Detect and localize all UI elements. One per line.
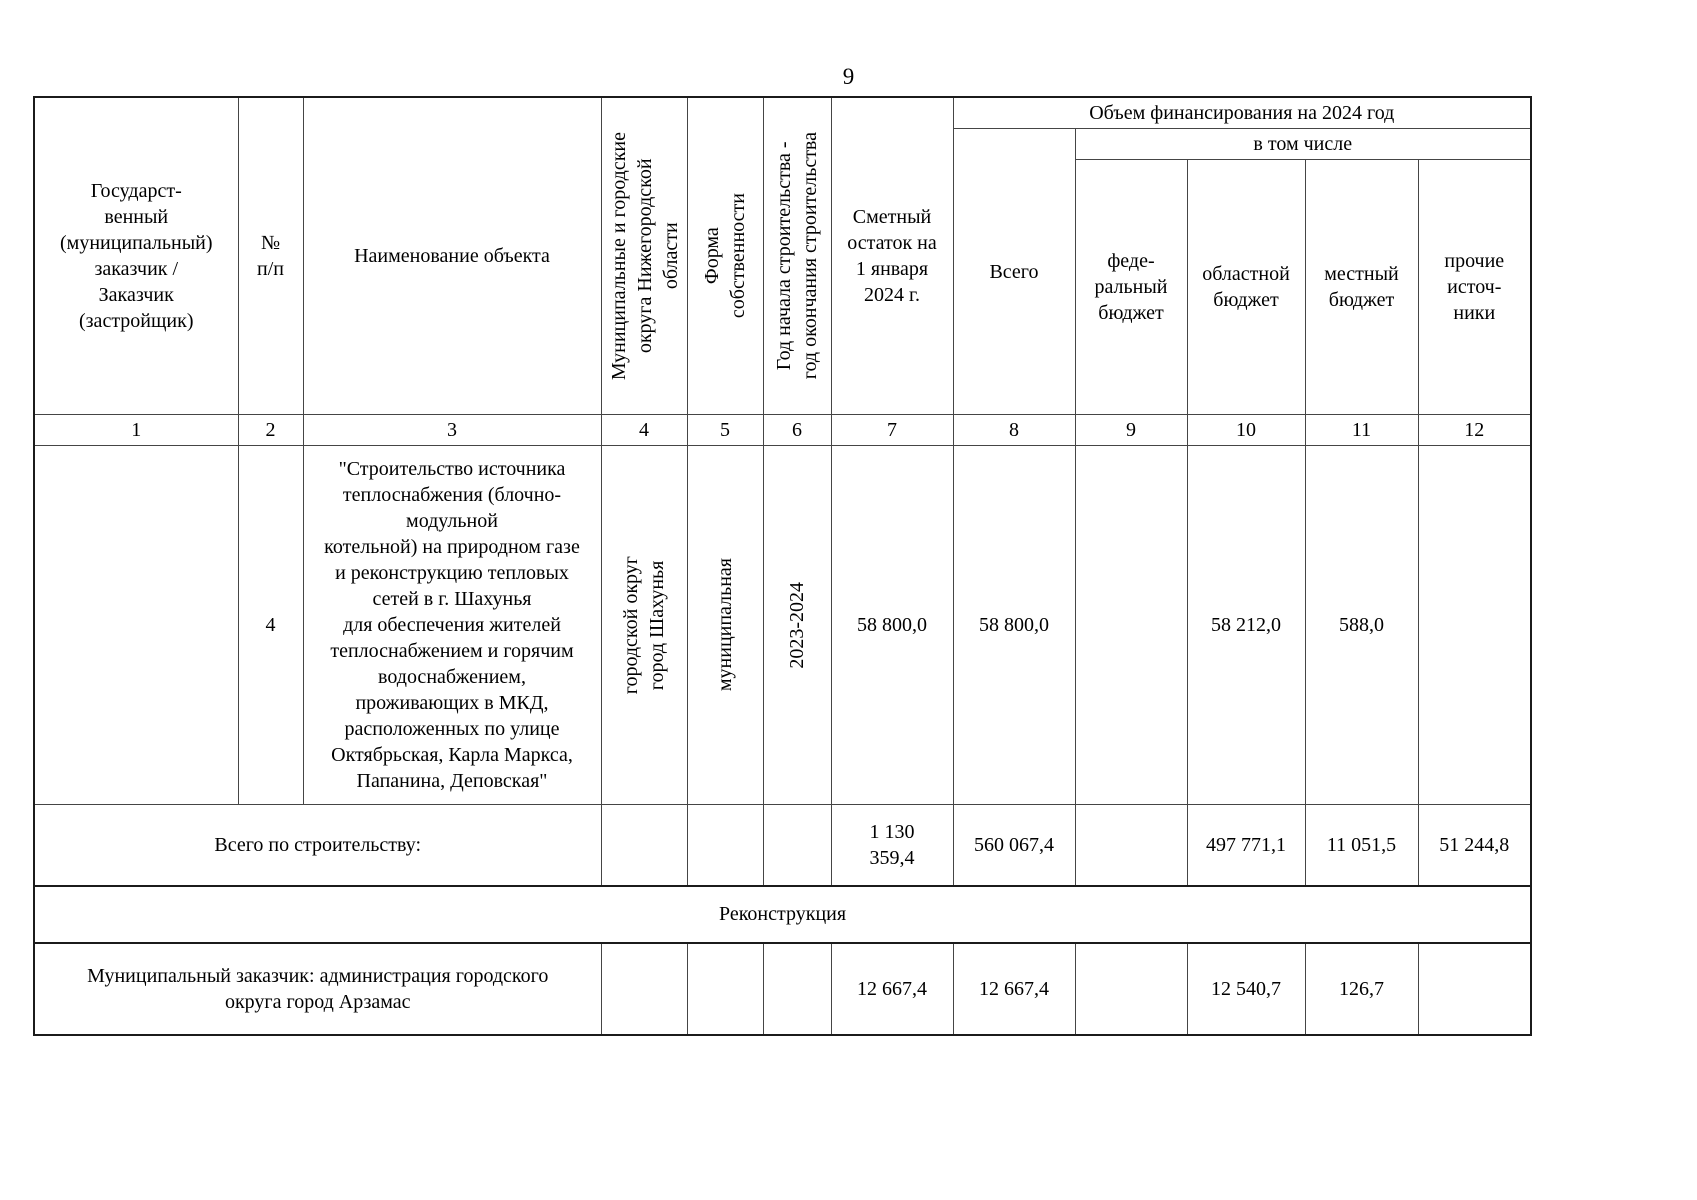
municipal-customer-district-cell <box>600 942 688 1035</box>
construction-total-ownership-cell <box>686 804 764 886</box>
construction-total-other-cell: 51 244,8 <box>1417 804 1532 886</box>
header-cell-years: Год начала строительства - год окончания… <box>762 96 832 415</box>
column-number-12: 12 <box>1417 414 1532 446</box>
column-number-1: 1 <box>33 414 239 446</box>
object-ownership-cell: муниципальная <box>686 445 764 805</box>
object-estimate-balance-cell: 58 800,0 <box>830 445 954 805</box>
municipal-customer-years-cell <box>762 942 832 1035</box>
column-number-4: 4 <box>600 414 688 446</box>
ownership-vertical-label: Форма собственности <box>701 193 749 319</box>
column-number-9: 9 <box>1074 414 1188 446</box>
construction-total-estimate-balance-value: 1 130 359,4 <box>869 820 915 869</box>
municipal-customer-label: Муниципальный заказчик: администрация го… <box>33 942 602 1035</box>
header-cell-object-name: Наименование объекта <box>302 96 602 415</box>
construction-total-row: Всего по строительству: 1 130 359,4 560 … <box>33 804 1532 886</box>
header-row-including: Всего в том числе <box>34 128 1532 415</box>
object-years-vertical-text: 2023-2024 <box>786 581 808 669</box>
column-number-11: 11 <box>1304 414 1419 446</box>
district-vertical-label: Муниципальные и городские округа Нижегор… <box>607 131 682 381</box>
object-name-cell: "Строительство источника теплоснабжения … <box>302 445 602 805</box>
municipal-customer-local-cell: 126,7 <box>1304 942 1419 1035</box>
municipal-customer-estimate-balance-cell: 12 667,4 <box>830 942 954 1035</box>
years-vertical-label: Год начала строительства - год окончания… <box>773 132 821 380</box>
object-row: 4 "Строительство источника теплоснабжени… <box>33 445 1532 805</box>
header-cell-district: Муниципальные и городские округа Нижегор… <box>600 96 688 415</box>
municipal-customer-row: Муниципальный заказчик: администрация го… <box>33 942 1532 1035</box>
municipal-customer-federal-cell <box>1074 942 1188 1035</box>
header-cell-total: Всего <box>952 128 1076 415</box>
construction-total-estimate-balance-cell: 1 130 359,4 <box>830 804 954 886</box>
column-number-7: 7 <box>830 414 954 446</box>
municipal-customer-ownership-cell <box>686 942 764 1035</box>
section-row-reconstruction: Реконструкция <box>33 884 1532 944</box>
object-other-cell <box>1417 445 1532 805</box>
header-row-budgets: феде- ральный бюджет областной бюджет ме… <box>34 159 1532 415</box>
object-ownership-vertical-text: муниципальная <box>714 558 736 692</box>
object-federal-cell <box>1074 445 1188 805</box>
object-local-cell: 588,0 <box>1304 445 1419 805</box>
header-cell-customer: Государст- венный (муниципальный) заказч… <box>33 96 239 415</box>
column-numbers-row: 1 2 3 4 5 6 7 8 9 10 11 12 <box>33 414 1532 446</box>
municipal-customer-other-cell <box>1417 942 1532 1035</box>
construction-total-label: Всего по строительству: <box>33 804 602 886</box>
column-number-5: 5 <box>686 414 764 446</box>
header-cell-including: в том числе <box>1074 128 1532 160</box>
object-district-vertical-text: городской округ город Шахунья <box>620 555 668 695</box>
object-district-cell: городской округ город Шахунья <box>600 445 688 805</box>
municipal-customer-total-cell: 12 667,4 <box>952 942 1076 1035</box>
header-cell-other-sources: прочие источ- ники <box>1417 159 1532 415</box>
header-cell-row-no: № п/п <box>237 96 304 415</box>
object-regional-cell: 58 212,0 <box>1186 445 1306 805</box>
header-row-financing-title: Государст- венный (муниципальный) заказч… <box>33 96 1532 415</box>
header-cell-regional-budget: областной бюджет <box>1186 159 1306 415</box>
column-number-8: 8 <box>952 414 1076 446</box>
financing-table: Государст- венный (муниципальный) заказч… <box>33 96 1533 1036</box>
construction-total-federal-cell <box>1074 804 1188 886</box>
construction-total-years-cell <box>762 804 832 886</box>
column-number-10: 10 <box>1186 414 1306 446</box>
page-number: 9 <box>842 64 855 89</box>
column-number-2: 2 <box>237 414 304 446</box>
construction-total-total-cell: 560 067,4 <box>952 804 1076 886</box>
municipal-customer-regional-cell: 12 540,7 <box>1186 942 1306 1035</box>
object-years-cell: 2023-2024 <box>762 445 832 805</box>
column-number-3: 3 <box>302 414 602 446</box>
header-cell-estimate-balance: Сметный остаток на 1 января 2024 г. <box>830 96 954 415</box>
column-number-6: 6 <box>762 414 832 446</box>
header-cell-federal-budget: феде- ральный бюджет <box>1074 159 1188 415</box>
section-label: Реконструкция <box>33 884 1532 944</box>
header-cell-local-budget: местный бюджет <box>1304 159 1419 415</box>
header-cell-ownership: Форма собственности <box>686 96 764 415</box>
object-num-cell: 4 <box>237 445 304 805</box>
construction-total-district-cell <box>600 804 688 886</box>
construction-total-regional-cell: 497 771,1 <box>1186 804 1306 886</box>
construction-total-local-cell: 11 051,5 <box>1304 804 1419 886</box>
object-total-cell: 58 800,0 <box>952 445 1076 805</box>
object-customer-cell <box>33 445 239 805</box>
header-cell-financing-title: Объем финансирования на 2024 год <box>952 96 1532 129</box>
